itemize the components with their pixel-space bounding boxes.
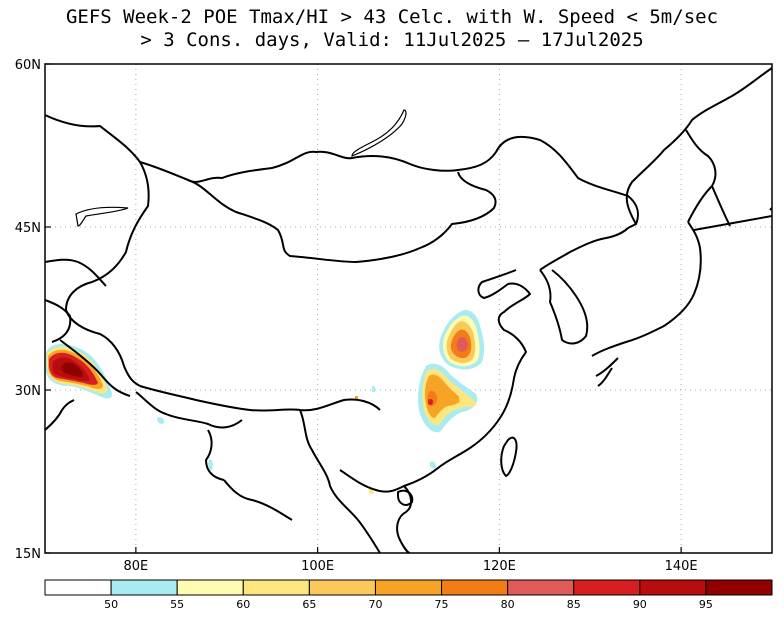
colorbar-label: 95: [699, 598, 713, 611]
coast-china-east: [403, 269, 531, 487]
hotspot-pakistan: [46, 343, 165, 424]
map-border: [44, 63, 773, 554]
coast-arabian-sea: [45, 399, 75, 431]
colorbar-swatch: [308, 579, 376, 596]
border-myanmar: [299, 409, 381, 553]
coast-korea: [539, 227, 629, 345]
lon-tick-label: 80E: [123, 559, 148, 574]
border-central-asia: [45, 258, 107, 287]
map-title-line-1: GEFS Week-2 POE Tmax/HI > 43 Celc. with …: [65, 6, 719, 28]
probability-shading: [46, 309, 485, 495]
hotspot-north-china-plain: [439, 309, 485, 370]
colorbar-label: 50: [104, 598, 118, 611]
lat-tick-label: 15N: [15, 547, 41, 562]
border-afghanistan: [45, 299, 72, 343]
coast-vietnam: [339, 469, 412, 553]
map-title-line-2: > 3 Cons. days, Valid: 11Jul2025 – 17Jul…: [140, 29, 644, 51]
border-china-west: [65, 161, 150, 387]
map-background: [45, 64, 772, 553]
lake-balkhash: [75, 206, 129, 227]
coast-japan-kyushu: [595, 357, 619, 387]
border-himalaya: [139, 385, 381, 412]
border-russia-south: [45, 114, 639, 229]
border-bangladesh: [205, 429, 225, 481]
lake-baikal: [351, 109, 407, 157]
coast-kuril: [693, 215, 772, 231]
lon-tick-label: 140E: [665, 559, 698, 574]
colorbar-swatch: [374, 579, 443, 596]
colorbar-swatch: [705, 579, 773, 596]
probability-colorbar: 50 55 60 65 70 75 80 85 90 95: [44, 579, 773, 611]
colorbar-label: 60: [236, 598, 250, 611]
coast-taiwan: [500, 436, 518, 477]
coastlines-and-borders: [45, 67, 772, 553]
colorbar-swatch: [441, 579, 509, 596]
colorbar-label: 70: [368, 598, 382, 611]
colorbar-label: 90: [633, 598, 647, 611]
lon-tick-label: 100E: [301, 559, 334, 574]
lat-tick-label: 30N: [15, 384, 41, 399]
coast-bay-of-bengal: [223, 479, 293, 521]
lat-tick-label: 45N: [15, 221, 41, 236]
coast-hainan: [397, 489, 414, 506]
colorbar-swatch: [242, 579, 310, 596]
hotspot-yangtze-basin: [208, 363, 478, 495]
colorbar-swatch: [639, 579, 707, 596]
colorbar-label: 85: [567, 598, 581, 611]
map-axes: 80E 100E 120E 140E 15N 30N 45N 60N: [15, 58, 698, 574]
border-nepal: [135, 391, 243, 429]
lat-tick-label: 60N: [15, 58, 41, 73]
colorbar-swatch: [110, 579, 178, 596]
coast-japan-honshu: [591, 221, 702, 357]
colorbar-label: 80: [501, 598, 515, 611]
colorbar-label: 55: [170, 598, 184, 611]
lon-tick-label: 120E: [483, 559, 516, 574]
colorbar-swatch: [573, 579, 641, 596]
colorbar-swatch: [44, 579, 112, 596]
border-india-pakistan: [59, 339, 131, 397]
map-gridlines: [45, 64, 772, 553]
colorbar-swatch: [507, 579, 575, 596]
coast-russia-far-east: [625, 67, 772, 225]
colorbar-label: 65: [302, 598, 316, 611]
colorbar-label: 75: [435, 598, 449, 611]
colorbar-swatch: [176, 579, 244, 596]
border-mongolia: [187, 171, 497, 263]
